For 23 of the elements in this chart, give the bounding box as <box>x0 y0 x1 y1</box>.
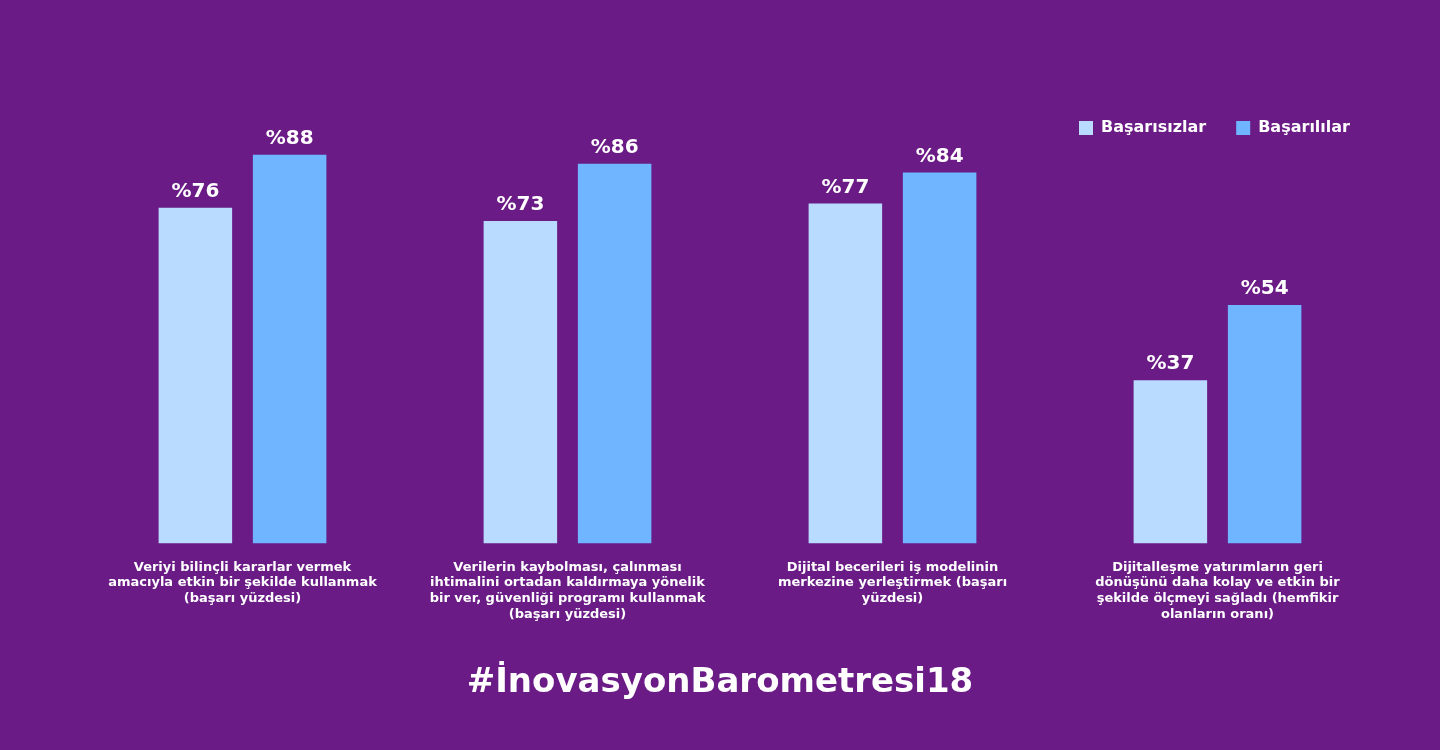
x-tick-label: Verilerin kaybolması, çalınması ihtimalini ortadan kaldırmaya yönelik bir ver, güvenliği programı kullanmak (başarı yüzdesi) <box>429 558 706 621</box>
bar <box>902 172 977 544</box>
x-tick-label: Veriyi bilinçli kararlar vermek amacıyla etkin bir şekilde kullanmak (başarı yüzdesi) <box>108 558 378 605</box>
data-label: %54 <box>1240 275 1289 300</box>
bar <box>252 154 327 544</box>
data-label: %73 <box>496 191 545 216</box>
data-label: %77 <box>821 173 870 198</box>
x-tick-label: Dijitalleşme yatırımların geri dönüşünü daha kolay ve etkin bir şekilde ölçmeyi sağladı (hemfikir olanların oranı) <box>1095 558 1341 621</box>
x-tick-label: Dijital becerileri iş modelinin merkezine yerleştirmek (başarı yüzdesi) <box>777 558 1008 605</box>
data-label: %37 <box>1146 350 1195 375</box>
bar <box>483 221 558 544</box>
data-label: %84 <box>915 142 964 167</box>
bar <box>1133 380 1208 544</box>
bar <box>577 163 652 544</box>
bar <box>808 203 883 544</box>
bar <box>158 207 233 544</box>
legend-label: Başarılılar <box>1258 117 1351 137</box>
legend-label: Başarısızlar <box>1100 117 1207 137</box>
data-label: %76 <box>171 178 220 203</box>
text: #İnovasyonBarometresi18 <box>465 660 975 700</box>
data-label: %88 <box>265 125 314 150</box>
bar <box>1227 305 1302 544</box>
data-label: %86 <box>590 133 639 158</box>
